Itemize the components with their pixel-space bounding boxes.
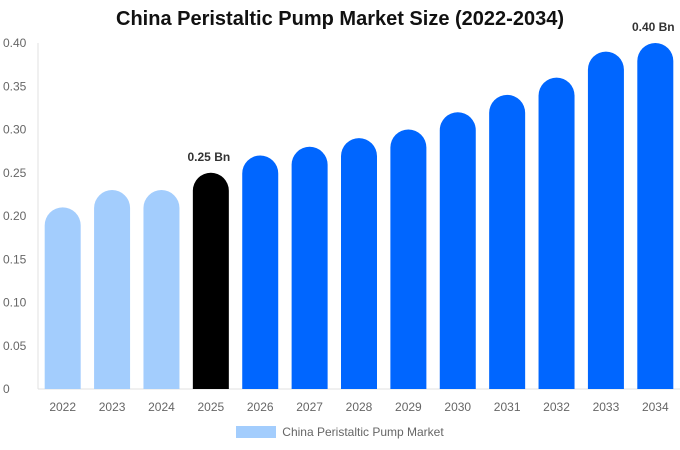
y-tick-label: 0.05: [3, 339, 27, 353]
x-tick-label: 2025: [197, 400, 224, 414]
x-tick-label: 2028: [346, 400, 373, 414]
bar-2023[interactable]: [94, 190, 131, 389]
y-tick-label: 0.10: [3, 296, 27, 310]
y-tick-label: 0.40: [3, 36, 27, 50]
bar-2034[interactable]: [637, 43, 674, 389]
legend[interactable]: China Peristaltic Pump Market: [0, 425, 680, 439]
x-tick-label: 2026: [247, 400, 274, 414]
legend-label: China Peristaltic Pump Market: [282, 425, 444, 439]
bar-2024[interactable]: [143, 190, 180, 389]
bar-2025[interactable]: [192, 172, 229, 389]
x-tick-label: 2024: [148, 400, 175, 414]
legend-swatch: [236, 426, 277, 438]
x-tick-label: 2022: [49, 400, 76, 414]
y-tick-label: 0.30: [3, 123, 27, 137]
bar-2031[interactable]: [489, 94, 526, 389]
bar-2033[interactable]: [587, 51, 624, 390]
data-label: 0.25 Bn: [188, 150, 231, 164]
y-tick-label: 0: [3, 382, 10, 396]
bar-2029[interactable]: [390, 129, 427, 390]
y-tick-label: 0.25: [3, 166, 27, 180]
bar-2027[interactable]: [291, 146, 328, 389]
x-tick-label: 2032: [543, 400, 570, 414]
x-tick-label: 2031: [494, 400, 521, 414]
data-label: 0.40 Bn: [632, 20, 675, 34]
y-tick-label: 0.20: [3, 209, 27, 223]
bar-2022[interactable]: [44, 207, 81, 389]
x-tick-label: 2034: [642, 400, 669, 414]
chart-title: China Peristaltic Pump Market Size (2022…: [116, 8, 564, 30]
x-tick-label: 2033: [593, 400, 620, 414]
bar-2032[interactable]: [538, 77, 575, 389]
bar-2030[interactable]: [439, 112, 476, 389]
y-tick-label: 0.35: [3, 79, 27, 93]
x-tick-label: 2027: [296, 400, 323, 414]
x-tick-label: 2029: [395, 400, 422, 414]
x-tick-label: 2023: [99, 400, 126, 414]
y-tick-label: 0.15: [3, 252, 27, 266]
bar-2026[interactable]: [242, 155, 279, 389]
x-tick-label: 2030: [444, 400, 471, 414]
bar-2028[interactable]: [341, 138, 377, 389]
